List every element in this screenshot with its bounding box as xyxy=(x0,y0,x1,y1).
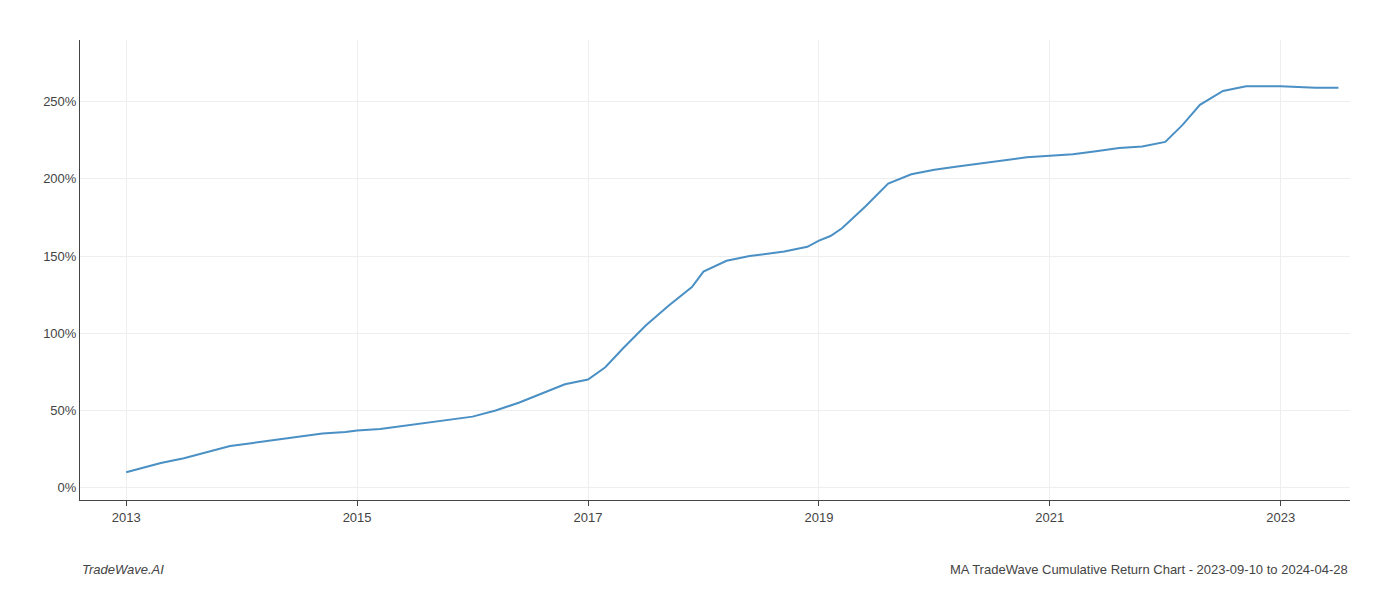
svg-text:MA TradeWave Cumulative Return: MA TradeWave Cumulative Return Chart - 2… xyxy=(950,562,1348,577)
svg-text:2023: 2023 xyxy=(1266,510,1295,525)
svg-text:2013: 2013 xyxy=(112,510,141,525)
svg-text:50%: 50% xyxy=(50,403,76,418)
svg-text:100%: 100% xyxy=(43,326,77,341)
svg-text:2019: 2019 xyxy=(804,510,833,525)
svg-text:2017: 2017 xyxy=(574,510,603,525)
svg-text:0%: 0% xyxy=(58,480,77,495)
svg-text:250%: 250% xyxy=(43,94,77,109)
svg-text:TradeWave.AI: TradeWave.AI xyxy=(82,562,164,577)
svg-text:200%: 200% xyxy=(43,171,77,186)
svg-text:2015: 2015 xyxy=(343,510,372,525)
svg-text:150%: 150% xyxy=(43,249,77,264)
svg-text:2021: 2021 xyxy=(1035,510,1064,525)
